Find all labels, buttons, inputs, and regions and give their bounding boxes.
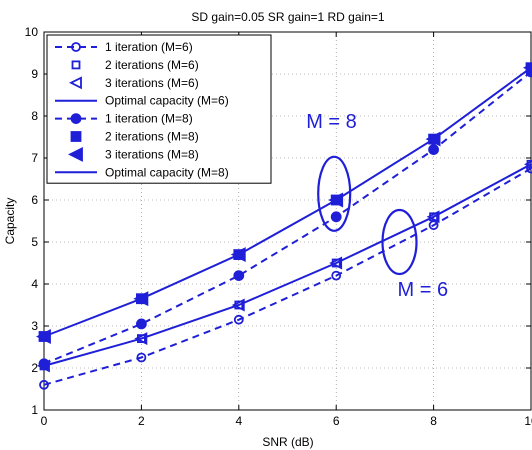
x-axis-label: SNR (dB) bbox=[262, 435, 313, 449]
data-point bbox=[135, 318, 147, 330]
y-tick-label: 3 bbox=[31, 319, 38, 333]
legend-label: 2 iterations (M=8) bbox=[105, 130, 199, 144]
x-tick-label: 8 bbox=[430, 414, 437, 428]
x-tick-label: 0 bbox=[41, 414, 48, 428]
legend-entry: 1 iteration (M=8) bbox=[55, 112, 193, 126]
data-point bbox=[428, 144, 440, 156]
series-1 bbox=[39, 163, 532, 390]
series-line bbox=[43, 167, 532, 386]
legend-label: 3 iterations (M=6) bbox=[105, 76, 199, 90]
plot-frame bbox=[43, 31, 532, 411]
series-line bbox=[43, 71, 532, 365]
legend-entry: 2 iterations (M=8) bbox=[70, 130, 199, 144]
legend-label: 1 iteration (M=6) bbox=[105, 40, 193, 54]
annotations: M = 8 M = 6 bbox=[306, 111, 448, 301]
data-point bbox=[329, 256, 343, 270]
chart-title: SD gain=0.05 SR gain=1 RD gain=1 bbox=[191, 10, 384, 24]
legend-marker bbox=[71, 60, 81, 70]
data-point bbox=[523, 160, 532, 169]
data-point bbox=[136, 352, 147, 363]
legend-marker bbox=[70, 131, 82, 142]
y-tick-label: 9 bbox=[31, 67, 38, 81]
legend-entry: 1 iteration (M=6) bbox=[55, 40, 193, 54]
legend-entry: Optimal capacity (M=6) bbox=[55, 94, 229, 108]
data-point bbox=[330, 211, 342, 223]
series-line bbox=[43, 66, 532, 338]
series-2 bbox=[39, 159, 532, 371]
data-point bbox=[38, 358, 50, 370]
legend-marker bbox=[71, 42, 81, 52]
legend-box bbox=[46, 34, 272, 184]
series-line bbox=[43, 163, 532, 367]
y-tick-label: 2 bbox=[31, 361, 38, 375]
series-group bbox=[35, 62, 532, 390]
legend-entry: Optimal capacity (M=8) bbox=[55, 165, 229, 179]
legend-label: Optimal capacity (M=8) bbox=[105, 165, 229, 179]
y-axis-label: Capacity bbox=[3, 198, 17, 245]
y-tick-label: 10 bbox=[25, 25, 39, 39]
annotation-ellipse-m6 bbox=[381, 208, 418, 276]
series-3 bbox=[36, 160, 532, 373]
y-tick-label: 4 bbox=[31, 277, 38, 291]
data-point bbox=[39, 379, 49, 390]
legend-label: 3 iterations (M=8) bbox=[105, 147, 199, 161]
data-point bbox=[233, 314, 244, 325]
legend-entry: 3 iterations (M=8) bbox=[67, 146, 199, 162]
x-tick-label: 10 bbox=[524, 414, 532, 428]
legend: 1 iteration (M=6) 2 iterations (M=6) 3 ite… bbox=[46, 34, 272, 184]
legend-marker bbox=[70, 113, 82, 124]
y-tick-label: 1 bbox=[31, 403, 38, 417]
legend-marker bbox=[68, 76, 82, 90]
data-point bbox=[233, 270, 245, 282]
legend-entry: 3 iterations (M=6) bbox=[68, 76, 199, 90]
y-tick-label: 8 bbox=[31, 109, 38, 123]
series-4 bbox=[43, 163, 532, 367]
legend-label: Optimal capacity (M=6) bbox=[105, 94, 229, 108]
x-tick-label: 2 bbox=[138, 414, 145, 428]
data-point bbox=[231, 298, 245, 312]
legend-marker bbox=[67, 146, 83, 162]
y-tick-label: 5 bbox=[31, 235, 38, 249]
y-tick-label: 7 bbox=[31, 151, 38, 165]
axes: 024681012345678910 bbox=[25, 25, 532, 428]
data-point bbox=[426, 210, 440, 224]
annotation-ellipse-m8 bbox=[317, 155, 352, 232]
y-tick-label: 6 bbox=[31, 193, 38, 207]
legend-label: 1 iteration (M=8) bbox=[105, 112, 193, 126]
series-5 bbox=[38, 66, 532, 370]
annotation-label-m6: M = 6 bbox=[398, 279, 449, 301]
data-point bbox=[134, 332, 148, 346]
x-tick-label: 4 bbox=[235, 414, 242, 428]
legend-label: 2 iterations (M=6) bbox=[105, 58, 199, 72]
x-tick-label: 6 bbox=[333, 414, 340, 428]
legend-entry: 2 iterations (M=6) bbox=[71, 58, 199, 72]
data-point bbox=[331, 270, 342, 281]
annotation-label-m8: M = 8 bbox=[306, 111, 357, 133]
series-8 bbox=[43, 66, 532, 338]
